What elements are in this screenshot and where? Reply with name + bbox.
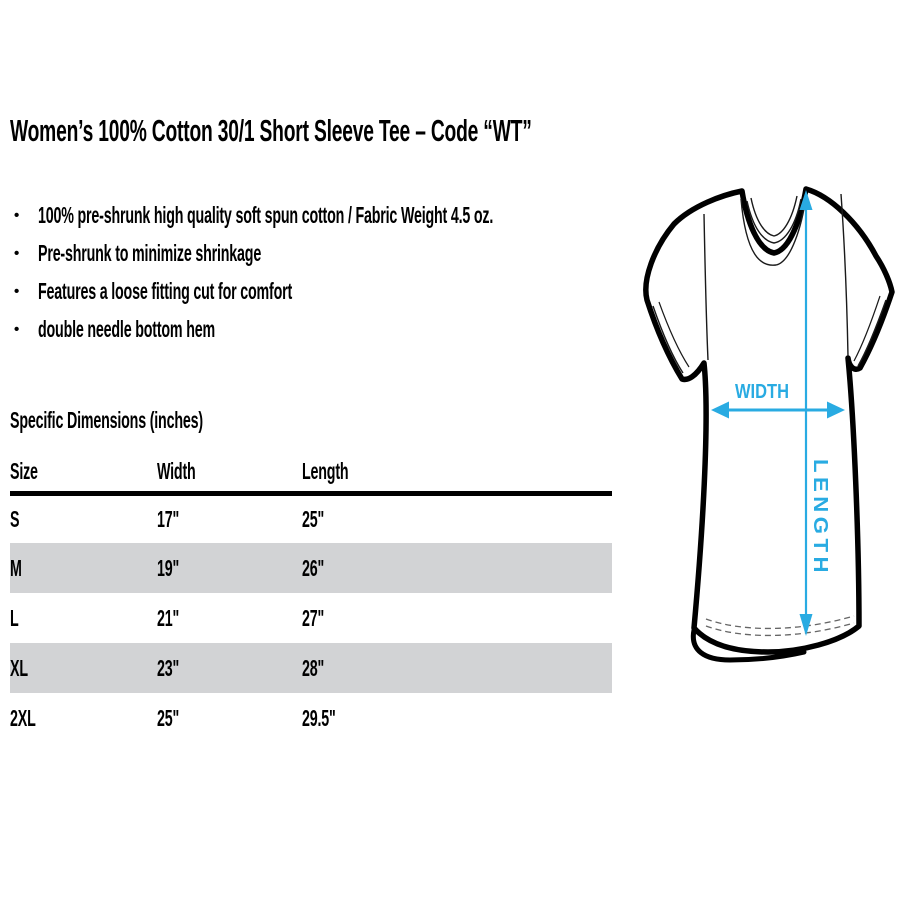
feature-list: • 100% pre-shrunk high quality soft spun…	[10, 196, 630, 348]
list-item: • Pre-shrunk to minimize shrinkage	[10, 234, 630, 272]
cell-text: M	[10, 554, 22, 581]
cell-text: XL	[10, 654, 28, 681]
sleeve-seam-line	[658, 301, 690, 368]
column-header-width: Width	[157, 452, 302, 496]
length-label: LENGTH	[809, 459, 831, 577]
tshirt-diagram-svg: WIDTH LENGTH	[643, 186, 895, 663]
column-header-label: Width	[157, 457, 196, 484]
width-arrow	[711, 401, 845, 419]
table-row: M 19" 26"	[10, 543, 612, 593]
header-row: Size Width Length	[10, 452, 612, 496]
list-item: • double needle bottom hem	[10, 310, 630, 348]
body-seam-line	[703, 213, 709, 361]
collar-seam-line	[740, 195, 807, 266]
tshirt-measurement-diagram: WIDTH LENGTH	[630, 160, 900, 680]
cell-text: 21"	[157, 604, 180, 631]
hem-roll-line	[690, 627, 807, 663]
cell-text: 17"	[157, 505, 180, 532]
cell-text: 25"	[157, 704, 180, 731]
column-header-label: Length	[302, 457, 349, 484]
cell-text: L	[10, 604, 19, 631]
cell-text: 2XL	[10, 704, 36, 731]
cell-text: S	[10, 505, 20, 532]
width-cell: 25"	[157, 693, 302, 743]
list-item: • Features a loose fitting cut for comfo…	[10, 272, 630, 310]
length-cell: 27"	[302, 593, 612, 643]
length-cell: 29.5"	[302, 693, 612, 743]
table-row: XL 23" 28"	[10, 643, 612, 693]
sleeve-seam-line	[652, 305, 684, 374]
width-arrowhead-right	[827, 401, 845, 419]
size-chart-header: Size Width Length	[10, 452, 612, 496]
feature-text: 100% pre-shrunk high quality soft spun c…	[38, 201, 494, 228]
width-cell: 21"	[157, 593, 302, 643]
cell-text: 26"	[302, 554, 325, 581]
body-seam-line	[840, 193, 849, 357]
page-title-text: Women’s 100% Cotton 30/1 Short Sleeve Te…	[10, 113, 532, 148]
length-cell: 26"	[302, 543, 612, 593]
cell-text: 19"	[157, 554, 180, 581]
size-chart-table: Size Width Length S 17" 25" M 19" 26" L …	[10, 452, 612, 743]
column-header-label: Size	[10, 457, 38, 484]
size-cell: L	[10, 593, 157, 643]
cell-text: 27"	[302, 604, 325, 631]
width-arrowhead-left	[711, 401, 729, 419]
length-cell: 28"	[302, 643, 612, 693]
width-cell: 17"	[157, 493, 302, 543]
size-cell: S	[10, 493, 157, 543]
width-label: WIDTH	[735, 381, 789, 403]
collar-rib-line	[746, 198, 802, 244]
collar-rib-line	[750, 195, 798, 237]
bullet-icon: •	[14, 206, 20, 224]
bullet-icon: •	[14, 282, 20, 300]
page-title: Women’s 100% Cotton 30/1 Short Sleeve Te…	[10, 113, 851, 149]
sleeve-seam-line	[853, 295, 881, 362]
size-cell: XL	[10, 643, 157, 693]
hem-stitch-line	[705, 622, 855, 637]
table-row: 2XL 25" 29.5"	[10, 693, 612, 743]
column-header-length: Length	[302, 452, 612, 496]
length-arrowhead-top	[799, 190, 813, 210]
size-cell: 2XL	[10, 693, 157, 743]
dimensions-heading-text: Specific Dimensions (inches)	[10, 407, 203, 433]
hem-stitch-line	[705, 615, 855, 630]
width-cell: 19"	[157, 543, 302, 593]
cell-text: 25"	[302, 505, 325, 532]
feature-text: Features a loose fitting cut for comfort	[38, 277, 293, 304]
length-arrowhead-bottom	[799, 614, 813, 636]
tshirt-outline	[643, 186, 895, 655]
dimensions-heading: Specific Dimensions (inches)	[10, 407, 321, 434]
list-item: • 100% pre-shrunk high quality soft spun…	[10, 196, 630, 234]
table-row: L 21" 27"	[10, 593, 612, 643]
table-row: S 17" 25"	[10, 493, 612, 543]
bullet-icon: •	[14, 320, 20, 338]
feature-text: double needle bottom hem	[38, 315, 215, 342]
bullet-icon: •	[14, 244, 20, 262]
length-cell: 25"	[302, 493, 612, 543]
cell-text: 23"	[157, 654, 180, 681]
width-cell: 23"	[157, 643, 302, 693]
size-chart-body: S 17" 25" M 19" 26" L 21" 27" XL 23" 28"…	[10, 493, 612, 743]
column-header-size: Size	[10, 452, 157, 496]
cell-text: 29.5"	[302, 704, 336, 731]
sleeve-seam-line	[857, 299, 887, 367]
cell-text: 28"	[302, 654, 325, 681]
feature-text: Pre-shrunk to minimize shrinkage	[38, 239, 262, 266]
size-cell: M	[10, 543, 157, 593]
